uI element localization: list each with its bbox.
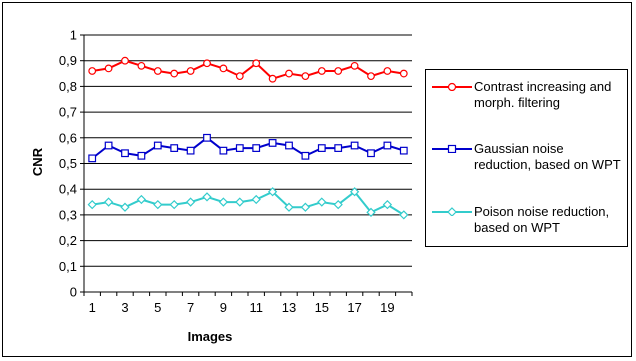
data-point bbox=[120, 202, 130, 212]
y-tick-label: 0 bbox=[70, 285, 77, 300]
data-point bbox=[136, 194, 147, 205]
data-point bbox=[382, 199, 393, 210]
data-point bbox=[121, 149, 129, 158]
data-point bbox=[186, 67, 195, 75]
y-axis-title: CNR bbox=[30, 147, 45, 176]
legend-label-poison: Poison noise reduction, based on WPT bbox=[474, 204, 610, 235]
data-point bbox=[285, 69, 293, 78]
legend-label-contrast: Contrast increasing and morph. filtering bbox=[474, 79, 612, 110]
data-point bbox=[252, 144, 261, 152]
x-tick-label: 3 bbox=[121, 300, 128, 315]
x-tick-label: 13 bbox=[282, 300, 296, 315]
legend-symbol-contrast bbox=[432, 82, 472, 91]
data-point bbox=[317, 67, 326, 75]
data-point bbox=[219, 146, 228, 155]
data-point bbox=[267, 187, 278, 197]
data-point bbox=[383, 141, 392, 150]
data-point bbox=[219, 64, 228, 73]
y-tick-label: 0,9 bbox=[59, 53, 77, 68]
y-tick-label: 0,6 bbox=[59, 130, 77, 145]
x-axis-title: Images bbox=[188, 329, 233, 344]
data-point bbox=[251, 194, 261, 205]
data-point bbox=[285, 141, 293, 150]
legend-symbol-poison bbox=[432, 207, 472, 216]
data-point bbox=[350, 61, 359, 70]
x-tick-label: 11 bbox=[249, 300, 263, 315]
data-point bbox=[153, 67, 162, 75]
data-point bbox=[367, 149, 375, 158]
data-point bbox=[252, 59, 261, 68]
y-tick-label: 0,3 bbox=[59, 207, 77, 222]
data-point bbox=[317, 144, 326, 152]
data-point bbox=[350, 141, 359, 150]
data-point bbox=[104, 64, 113, 73]
y-tick-label: 0,1 bbox=[59, 259, 77, 274]
data-point bbox=[88, 67, 97, 75]
data-point bbox=[153, 141, 162, 150]
data-point bbox=[268, 74, 277, 83]
x-tick-label: 15 bbox=[315, 300, 329, 315]
legend-symbol-gaussian bbox=[432, 144, 472, 153]
y-tick-label: 1 bbox=[70, 28, 77, 43]
x-tick-label: 5 bbox=[154, 300, 161, 315]
data-point bbox=[284, 202, 294, 212]
data-point bbox=[87, 199, 97, 210]
data-point bbox=[300, 202, 311, 212]
data-point bbox=[268, 139, 277, 147]
data-point bbox=[203, 59, 211, 68]
gridlines bbox=[84, 34, 412, 267]
data-point bbox=[317, 197, 327, 207]
data-point bbox=[399, 210, 409, 220]
x-tick-label: 19 bbox=[380, 300, 394, 315]
data-point bbox=[235, 197, 245, 207]
legend: Contrast increasing and morph. filtering… bbox=[425, 69, 628, 247]
y-tick-label: 0,4 bbox=[59, 182, 77, 197]
x-tick-label: 7 bbox=[187, 300, 194, 315]
y-tick-label: 0,8 bbox=[59, 79, 77, 94]
x-tick-label: 9 bbox=[220, 300, 227, 315]
data-point bbox=[367, 72, 375, 81]
data-point bbox=[334, 144, 343, 152]
x-tick-label: 17 bbox=[347, 300, 361, 315]
data-point bbox=[235, 72, 244, 81]
data-point bbox=[153, 199, 163, 210]
data-point bbox=[185, 197, 196, 207]
legend-marker-gaussian bbox=[447, 144, 457, 153]
data-point bbox=[399, 69, 408, 78]
data-point bbox=[137, 151, 146, 160]
data-point bbox=[218, 197, 229, 207]
data-point bbox=[334, 67, 343, 75]
data-point bbox=[383, 67, 392, 75]
data-point bbox=[121, 56, 129, 65]
data-point bbox=[104, 141, 113, 150]
data-point bbox=[170, 69, 179, 78]
legend-marker-poison bbox=[447, 207, 457, 216]
data-point bbox=[366, 207, 376, 217]
x-tick-label: 1 bbox=[89, 300, 96, 315]
y-tick-label: 0,7 bbox=[59, 105, 77, 120]
data-point bbox=[170, 144, 179, 152]
legend-label-gaussian: Gaussian noise reduction, based on WPT bbox=[474, 141, 621, 172]
axes: 00,10,20,30,40,50,60,70,80,911 3 5 7 9 11 13 15… bbox=[59, 28, 413, 315]
data-point bbox=[137, 61, 146, 70]
y-tick-label: 0,5 bbox=[59, 156, 77, 171]
data-point bbox=[169, 199, 179, 210]
data-point bbox=[235, 144, 244, 152]
series-line-3 bbox=[92, 190, 405, 216]
data-point bbox=[301, 151, 310, 160]
data-point bbox=[103, 197, 114, 207]
series-lines bbox=[87, 56, 409, 220]
data-point bbox=[203, 133, 211, 142]
data-point bbox=[399, 146, 408, 155]
legend-marker-contrast bbox=[447, 82, 457, 91]
data-point bbox=[333, 199, 343, 210]
data-point bbox=[186, 146, 195, 155]
data-point bbox=[349, 187, 360, 197]
data-point bbox=[301, 72, 310, 81]
y-tick-label: 0,2 bbox=[59, 233, 77, 248]
data-point bbox=[202, 192, 212, 202]
data-point bbox=[88, 154, 97, 163]
